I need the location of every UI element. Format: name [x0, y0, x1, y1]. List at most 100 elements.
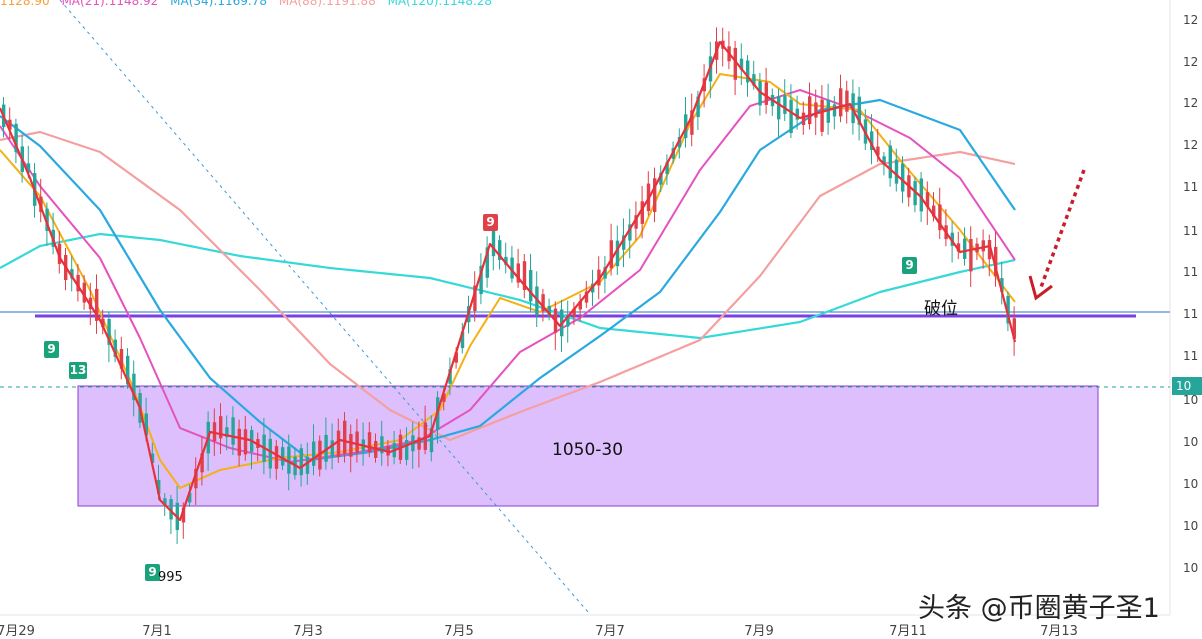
candle-body	[578, 301, 582, 310]
candle-body	[547, 305, 551, 317]
candle-body	[994, 246, 998, 277]
candle-body	[839, 88, 843, 117]
candle-body	[969, 238, 973, 272]
candle-body	[76, 274, 80, 292]
legend-ma-fast: 1128.90	[0, 0, 50, 8]
candle-body	[367, 432, 372, 452]
candle-body	[491, 227, 496, 257]
candle-body	[237, 428, 241, 456]
candle-body	[808, 96, 812, 125]
candle-body	[566, 315, 570, 327]
candle-body	[529, 269, 533, 302]
candle-body	[597, 269, 601, 286]
candle-body	[479, 265, 483, 295]
candle-body	[1000, 278, 1004, 292]
candle-body	[950, 232, 954, 246]
candle-body	[132, 373, 136, 401]
candle-body	[194, 468, 198, 489]
candle-body	[876, 146, 880, 156]
candle-body	[925, 192, 930, 208]
td-badge-9-red: 9	[483, 214, 498, 231]
candle-body	[287, 446, 291, 474]
candle-body	[746, 60, 750, 83]
candle-body	[522, 261, 527, 290]
ma-fast-line	[0, 40, 1017, 522]
break-label: 破位	[924, 299, 958, 319]
candle-body	[733, 47, 737, 80]
candle-body	[305, 456, 310, 474]
candle-body	[572, 308, 576, 317]
candle-body	[442, 393, 446, 402]
candle-body	[312, 441, 316, 466]
candle-body	[789, 99, 793, 134]
candle-body	[225, 427, 229, 438]
ma-legend: 1128.90 MA(21):1148.92 MA(34):1169.78 MA…	[0, 0, 500, 8]
ma21-line	[0, 89, 1016, 463]
candle-body	[163, 498, 167, 507]
candle-body	[70, 269, 74, 279]
x-tick: 7月3	[293, 624, 323, 639]
candle-body	[832, 104, 837, 117]
td-badge-13: 13	[69, 362, 87, 379]
x-tick: 7月29	[0, 624, 35, 639]
arrow-head	[1028, 275, 1053, 301]
candle-body	[814, 102, 818, 118]
candle-body	[987, 240, 992, 260]
candle-body	[634, 215, 638, 229]
candle-body	[696, 96, 700, 118]
candle-body	[603, 267, 607, 279]
x-tick: 7月1	[142, 624, 172, 639]
candle-body	[101, 318, 105, 328]
candle-body	[752, 74, 756, 86]
candle-body	[845, 90, 849, 112]
candle-body	[932, 205, 936, 217]
candle-body	[628, 224, 632, 241]
trendline-dashed	[59, 0, 589, 613]
candle-body	[963, 238, 967, 259]
y-tick: 12	[1183, 96, 1199, 110]
ma120-line	[0, 232, 1016, 340]
candle-body	[243, 429, 248, 455]
y-tick: 11	[1183, 224, 1199, 238]
td-badge-9: 9	[44, 341, 59, 358]
candle-body	[901, 163, 905, 192]
candle-body	[144, 413, 148, 436]
candle-body	[219, 416, 223, 439]
candle-body	[82, 282, 86, 303]
candle-body	[299, 448, 303, 476]
candle-body	[212, 422, 217, 442]
candle-body	[665, 162, 669, 175]
candle-body	[870, 131, 874, 151]
candle-body	[498, 240, 502, 260]
candle-body	[485, 247, 489, 278]
support-zone	[77, 385, 1099, 507]
candle-body	[473, 285, 477, 312]
legend-ma120: MA(120):1148.28	[387, 0, 493, 8]
candle-body	[584, 291, 589, 303]
x-tick: 7月7	[595, 624, 625, 639]
candle-body	[336, 430, 341, 458]
candle-body	[460, 331, 465, 349]
y-tick: 10	[1183, 519, 1199, 533]
candle-body	[281, 447, 285, 466]
y-tick: 12	[1183, 55, 1199, 69]
candle-body	[981, 240, 985, 252]
candle-body	[888, 145, 892, 179]
candle-body	[107, 319, 111, 345]
candle-body	[343, 420, 347, 454]
candle-body	[504, 256, 508, 265]
candle-body	[1006, 295, 1010, 324]
candle-body	[894, 159, 899, 184]
candle-body	[181, 507, 186, 523]
current-price-tag: 10	[1172, 377, 1202, 395]
candle-body	[231, 417, 235, 445]
candle-body	[882, 156, 886, 165]
candle-body	[615, 240, 620, 267]
candle-body	[268, 438, 272, 469]
candle-body	[622, 235, 626, 250]
candle-body	[14, 123, 18, 153]
candle-body	[541, 294, 545, 312]
td-badge-9-right: 9	[902, 257, 917, 274]
